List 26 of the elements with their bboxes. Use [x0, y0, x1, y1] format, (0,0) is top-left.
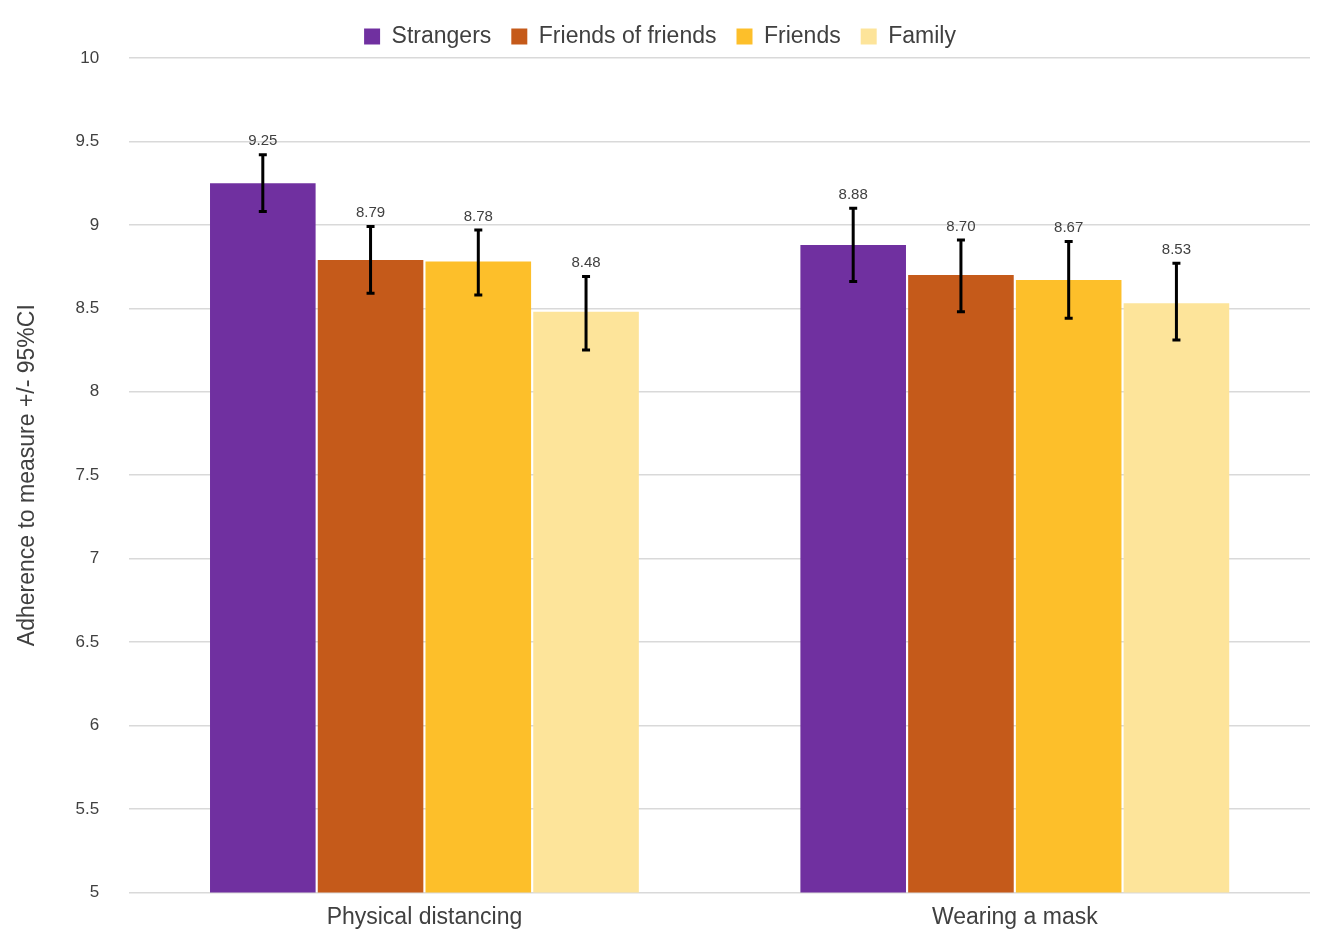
legend-label: Strangers	[391, 21, 492, 48]
legend-label: Friends	[764, 21, 841, 48]
legend-label: Family	[888, 21, 957, 48]
y-tick-label: 5	[89, 882, 100, 902]
data-label: 8.48	[571, 253, 601, 271]
y-tick-label: 6	[89, 715, 100, 735]
y-tick-label: 8	[89, 381, 100, 401]
y-tick-label: 7	[89, 548, 100, 568]
y-tick-label: 9	[89, 214, 100, 234]
y-tick-label: 6.5	[75, 631, 100, 651]
data-label: 8.78	[463, 206, 493, 224]
y-tick-label: 7.5	[75, 464, 100, 484]
data-label: 9.25	[248, 131, 278, 149]
y-tick-label: 5.5	[75, 798, 100, 818]
legend-label: Friends of friends	[538, 21, 717, 48]
data-label: 8.79	[355, 203, 386, 221]
y-tick-label: 9.5	[75, 131, 100, 151]
data-label: 8.70	[946, 216, 976, 234]
x-tick-label: Physical distancing	[326, 902, 523, 929]
y-axis-title: Adherence to measure +/- 95%CI	[13, 304, 40, 647]
y-tick-label: 10	[80, 47, 100, 67]
data-label: 8.53	[1161, 239, 1192, 257]
x-tick-label: Wearing a mask	[931, 902, 1099, 929]
data-label: 8.88	[838, 184, 868, 202]
y-tick-label: 8.5	[75, 298, 100, 318]
data-label: 8.67	[1054, 218, 1084, 236]
